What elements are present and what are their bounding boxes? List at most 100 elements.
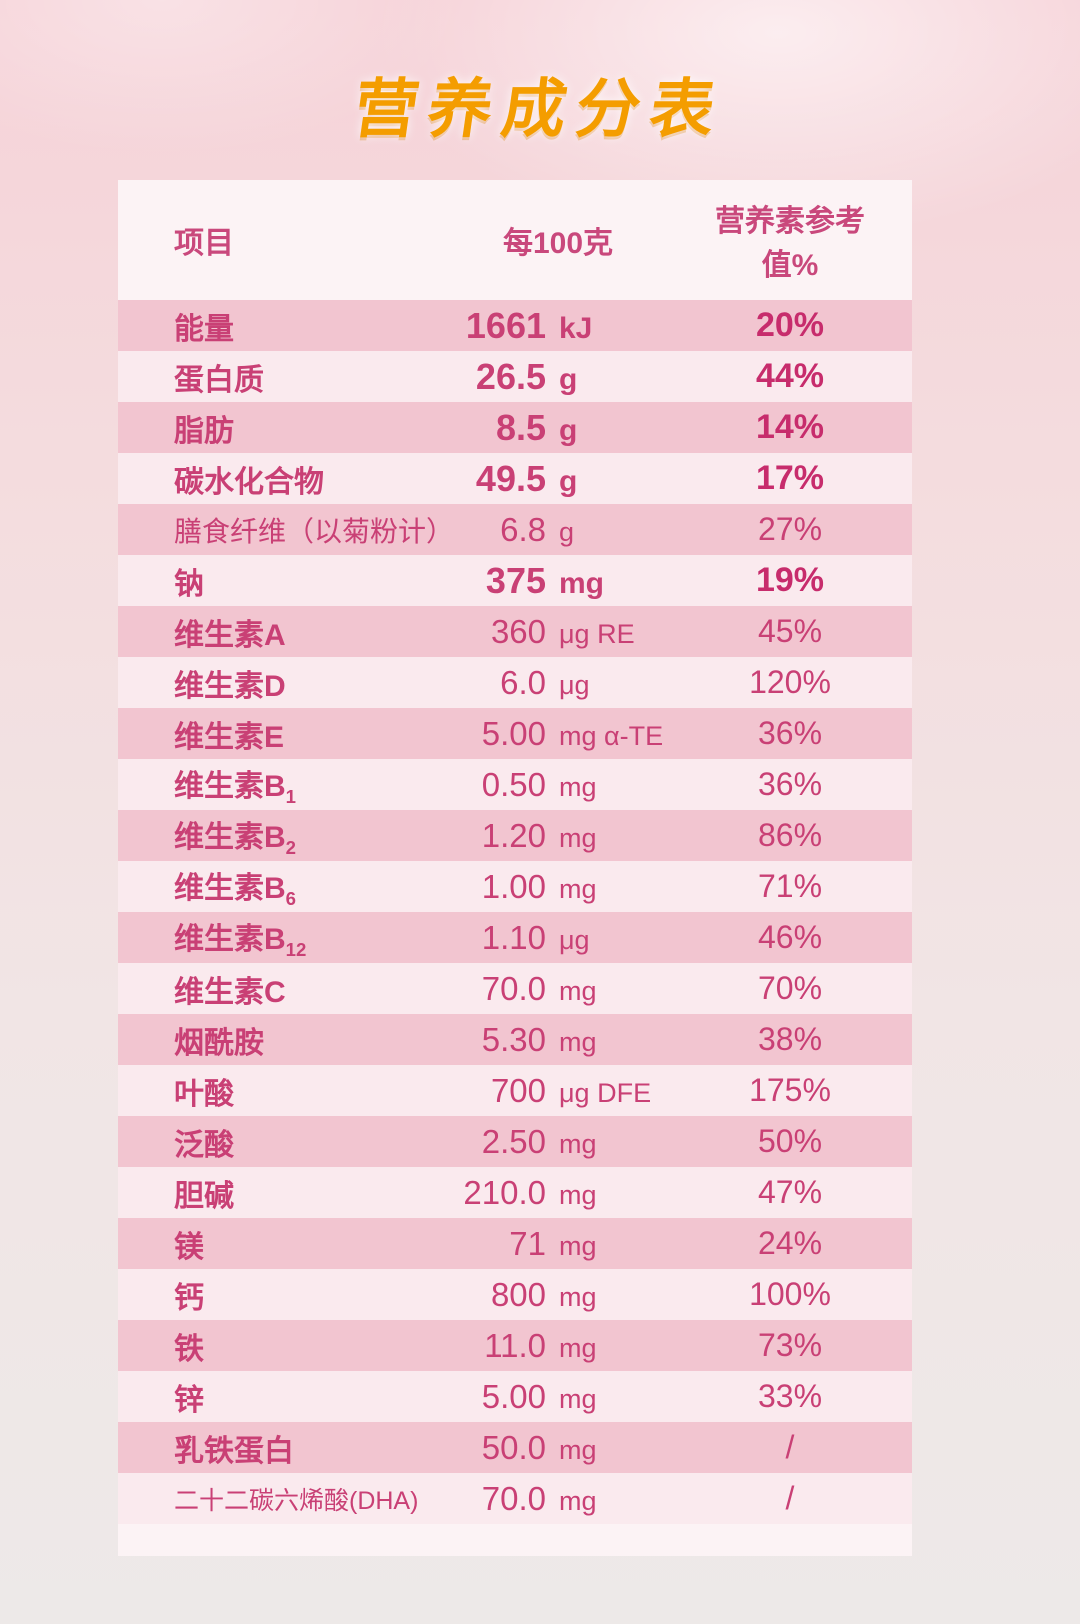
nutrient-amount: 71 xyxy=(509,1224,546,1262)
nutrient-amount: 49.5 xyxy=(475,457,546,499)
nutrient-unit: mg xyxy=(559,1485,597,1516)
page-title: 营养成分表 xyxy=(349,73,730,145)
nutrient-name: 泛酸 xyxy=(174,1128,234,1162)
nutrient-unit: kJ xyxy=(559,311,593,345)
table-row: 碳水化合物 49.5 g 17% xyxy=(118,453,912,504)
nutrient-nrv: 17% xyxy=(755,459,825,497)
table-row: 泛酸 2.50 mg 50% xyxy=(118,1116,912,1167)
nutrient-unit: mg xyxy=(559,1434,597,1465)
nutrient-unit: μg DFE xyxy=(559,1077,652,1108)
nutrient-nrv: 50% xyxy=(757,1123,823,1159)
nutrient-amount: 700 xyxy=(490,1071,546,1109)
nutrient-name: 维生素B1 xyxy=(174,770,297,807)
nutrient-amount: 1.20 xyxy=(481,816,546,854)
nutrient-unit: μg xyxy=(559,924,590,955)
column-header-nrv: 营养素参考值% xyxy=(715,205,865,282)
table-row: 镁 71 mg 24% xyxy=(118,1218,912,1269)
nutrient-nrv: 44% xyxy=(755,357,825,395)
nutrient-nrv: 45% xyxy=(757,613,823,649)
nutrient-amount-cell: 6.0 μg xyxy=(408,664,708,702)
nutrient-name-subscript: 2 xyxy=(285,837,297,858)
nutrient-name: 维生素B6 xyxy=(174,872,297,909)
nutrient-nrv: 14% xyxy=(755,408,825,446)
nutrient-unit: mg xyxy=(559,873,597,904)
nutrient-unit: g xyxy=(559,516,575,547)
nutrition-facts-table: 项目 每100克 营养素参考值% 能量 1661 kJ 20% 蛋白质 26.5 g 44% 脂… xyxy=(118,180,912,1556)
nutrient-unit: mg α-TE xyxy=(559,720,664,751)
table-row: 钠 375 mg 19% xyxy=(118,555,912,606)
nutrient-name: 镁 xyxy=(174,1230,204,1264)
nutrient-amount-cell: 375 mg xyxy=(408,560,708,602)
nutrient-amount: 70.0 xyxy=(481,1479,546,1517)
nutrient-nrv: 20% xyxy=(755,306,825,344)
nutrient-name: 能量 xyxy=(174,312,234,346)
nutrient-unit: g xyxy=(559,464,578,498)
nutrient-name: 二十二碳六烯酸(DHA) xyxy=(174,1486,419,1515)
nutrient-amount: 5.30 xyxy=(481,1020,546,1058)
column-header-per-100g: 每100克 xyxy=(502,227,614,260)
nutrient-name: 乳铁蛋白 xyxy=(174,1434,294,1468)
nutrient-amount-cell: 6.8 g xyxy=(408,511,708,549)
nutrient-amount: 1661 xyxy=(465,304,546,346)
nutrient-name: 叶酸 xyxy=(174,1077,234,1111)
table-row: 脂肪 8.5 g 14% xyxy=(118,402,912,453)
nutrient-nrv: 33% xyxy=(757,1378,823,1414)
nutrient-amount: 6.0 xyxy=(500,663,546,701)
nutrient-nrv: 46% xyxy=(757,919,823,955)
nutrient-nrv: 19% xyxy=(755,561,825,599)
nutrient-amount-cell: 5.30 mg xyxy=(408,1021,708,1059)
nutrient-amount-cell: 11.0 mg xyxy=(408,1327,708,1365)
nutrient-unit: mg xyxy=(559,1026,597,1057)
nutrient-nrv: 100% xyxy=(749,1276,831,1312)
nutrient-nrv: 38% xyxy=(757,1021,823,1057)
table-row: 维生素B6 1.00 mg 71% xyxy=(118,861,912,912)
nutrient-name-subscript: 6 xyxy=(285,888,297,909)
table-row: 维生素D 6.0 μg 120% xyxy=(118,657,912,708)
nutrient-nrv: 86% xyxy=(757,817,823,853)
nutrient-name: 胆碱 xyxy=(174,1179,234,1213)
nutrient-amount-cell: 1.10 μg xyxy=(408,919,708,957)
nutrient-amount: 5.00 xyxy=(481,714,546,752)
nutrient-amount: 5.00 xyxy=(481,1377,546,1415)
nutrient-amount: 2.50 xyxy=(481,1122,546,1160)
nutrient-nrv: 27% xyxy=(757,511,823,547)
nutrient-amount: 8.5 xyxy=(495,406,546,448)
table-row: 维生素B1 0.50 mg 36% xyxy=(118,759,912,810)
table-row: 叶酸 700 μg DFE 175% xyxy=(118,1065,912,1116)
table-row: 胆碱 210.0 mg 47% xyxy=(118,1167,912,1218)
nutrient-name: 维生素B12 xyxy=(174,923,307,960)
nutrient-amount: 1.10 xyxy=(481,918,546,956)
table-body: 能量 1661 kJ 20% 蛋白质 26.5 g 44% 脂肪 8.5 g 14% 碳水化合物 49.5… xyxy=(118,300,912,1524)
nutrient-unit: mg xyxy=(559,1128,597,1159)
nutrient-unit: mg xyxy=(559,1281,597,1312)
nutrient-amount-cell: 71 mg xyxy=(408,1225,708,1263)
nutrient-amount: 800 xyxy=(490,1275,546,1313)
nutrient-amount: 1.00 xyxy=(481,867,546,905)
table-row: 锌 5.00 mg 33% xyxy=(118,1371,912,1422)
nutrient-nrv: / xyxy=(785,1429,795,1465)
nutrient-unit: mg xyxy=(559,1332,597,1363)
table-header-row: 项目 每100克 营养素参考值% xyxy=(118,180,912,300)
table-row: 蛋白质 26.5 g 44% xyxy=(118,351,912,402)
nutrient-name-subscript: 1 xyxy=(285,786,297,807)
nutrient-nrv: 36% xyxy=(757,715,823,751)
nutrient-name: 维生素E xyxy=(174,720,285,754)
nutrient-unit: mg xyxy=(559,1179,597,1210)
nutrient-name: 维生素D xyxy=(174,669,286,703)
nutrient-amount-cell: 700 μg DFE xyxy=(408,1072,708,1110)
nutrient-amount-cell: 360 μg RE xyxy=(408,613,708,651)
table-row: 维生素C 70.0 mg 70% xyxy=(118,963,912,1014)
nutrient-nrv: 36% xyxy=(757,766,823,802)
nutrient-amount-cell: 26.5 g xyxy=(408,356,708,398)
table-row: 钙 800 mg 100% xyxy=(118,1269,912,1320)
nutrient-amount: 50.0 xyxy=(481,1428,546,1466)
nutrient-unit: g xyxy=(559,413,578,447)
nutrient-amount: 210.0 xyxy=(463,1173,546,1211)
nutrient-name: 烟酰胺 xyxy=(174,1026,264,1060)
nutrient-name: 钠 xyxy=(174,567,204,601)
nutrient-name: 维生素C xyxy=(174,975,286,1009)
nutrient-nrv: 47% xyxy=(757,1174,823,1210)
table-row: 维生素A 360 μg RE 45% xyxy=(118,606,912,657)
nutrient-name: 膳食纤维（以菊粉计） xyxy=(174,515,455,547)
nutrient-amount-cell: 1.20 mg xyxy=(408,817,708,855)
